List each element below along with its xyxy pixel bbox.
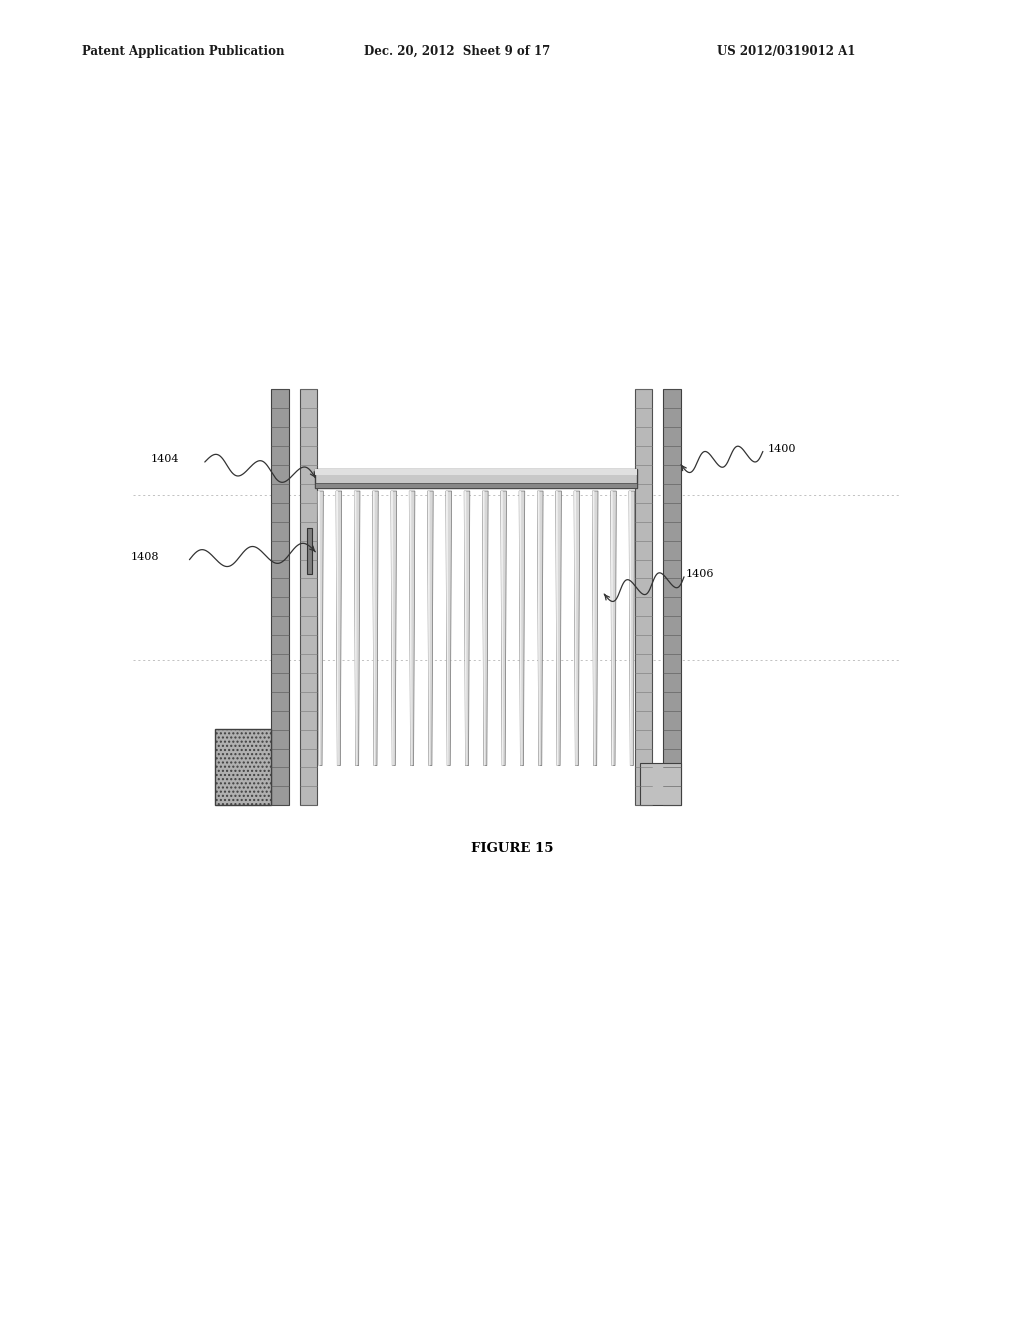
Text: 1406: 1406 <box>686 569 715 579</box>
Bar <box>315 469 637 488</box>
Text: FIGURE 15: FIGURE 15 <box>471 842 553 855</box>
Polygon shape <box>410 491 415 766</box>
Polygon shape <box>519 491 524 766</box>
Polygon shape <box>410 491 412 766</box>
Polygon shape <box>464 491 467 766</box>
Polygon shape <box>538 491 543 766</box>
Polygon shape <box>629 491 635 766</box>
Polygon shape <box>445 491 449 766</box>
Bar <box>215 729 271 805</box>
Polygon shape <box>391 491 393 766</box>
Text: US 2012/0319012 A1: US 2012/0319012 A1 <box>717 45 855 58</box>
Bar <box>664 389 681 805</box>
Bar <box>315 469 637 474</box>
Text: Dec. 20, 2012  Sheet 9 of 17: Dec. 20, 2012 Sheet 9 of 17 <box>364 45 550 58</box>
Polygon shape <box>574 491 577 766</box>
Polygon shape <box>629 491 632 766</box>
Polygon shape <box>519 491 521 766</box>
Bar <box>640 763 681 805</box>
Bar <box>271 389 289 805</box>
Polygon shape <box>428 491 433 766</box>
Bar <box>300 389 317 805</box>
Bar <box>635 389 652 805</box>
Polygon shape <box>354 491 356 766</box>
Polygon shape <box>610 491 613 766</box>
Text: 1404: 1404 <box>151 454 179 465</box>
Polygon shape <box>317 491 324 766</box>
Polygon shape <box>354 491 360 766</box>
Polygon shape <box>464 491 470 766</box>
Polygon shape <box>317 491 321 766</box>
Polygon shape <box>373 491 378 766</box>
Text: Patent Application Publication: Patent Application Publication <box>82 45 285 58</box>
Polygon shape <box>445 491 452 766</box>
Polygon shape <box>336 491 338 766</box>
Polygon shape <box>501 491 507 766</box>
Polygon shape <box>482 491 484 766</box>
Polygon shape <box>391 491 396 766</box>
Text: 1400: 1400 <box>768 444 797 454</box>
Polygon shape <box>501 491 503 766</box>
Polygon shape <box>574 491 580 766</box>
Polygon shape <box>556 491 558 766</box>
Bar <box>315 483 637 488</box>
Text: 1408: 1408 <box>130 552 159 562</box>
Polygon shape <box>428 491 430 766</box>
Polygon shape <box>592 491 598 766</box>
Polygon shape <box>610 491 616 766</box>
Polygon shape <box>592 491 595 766</box>
Polygon shape <box>482 491 488 766</box>
Bar <box>307 528 312 574</box>
Polygon shape <box>373 491 375 766</box>
Polygon shape <box>336 491 342 766</box>
Polygon shape <box>556 491 561 766</box>
Polygon shape <box>538 491 540 766</box>
